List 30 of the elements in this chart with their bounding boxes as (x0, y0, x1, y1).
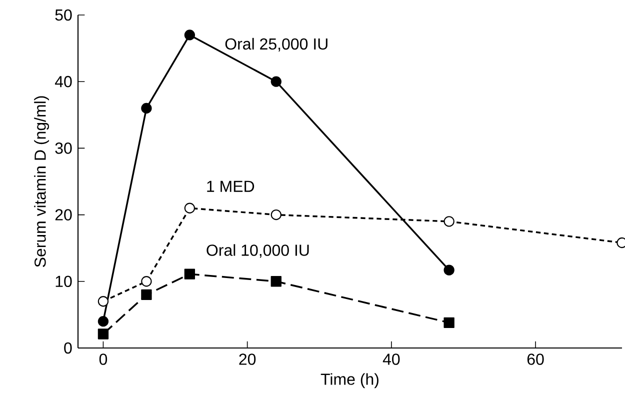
point (184, 30, 196, 40)
point (444, 216, 454, 227)
point (184, 202, 196, 214)
point (270, 76, 282, 87)
point (184, 268, 196, 280)
x-axis-title: Time (h) (320, 373, 378, 388)
point (270, 209, 282, 220)
y-tick-label: 20 (55, 209, 72, 220)
series-label: 1 MED (207, 180, 254, 192)
point (444, 317, 454, 328)
y-tick-label: 40 (54, 76, 72, 88)
point (270, 276, 282, 287)
x-tick-label: 0 (99, 354, 108, 365)
point (141, 102, 152, 114)
point (98, 296, 109, 307)
point (98, 328, 109, 340)
point (444, 264, 454, 276)
x-tick-label: 40 (382, 354, 400, 365)
y-tick-label: 30 (55, 142, 72, 154)
x-tick-label: 60 (527, 354, 544, 365)
x-tick-label: 20 (239, 354, 256, 365)
y-axis-title: Serum vitamin D (ng/ml) (34, 96, 50, 267)
point (141, 289, 152, 300)
series-label: Oral 10,000 IU (206, 244, 309, 258)
point (141, 276, 152, 287)
y-tick-label: 10 (56, 276, 72, 288)
y-tick-label: 50 (55, 9, 72, 21)
y-tick-label: 0 (64, 342, 72, 354)
point (98, 316, 109, 327)
series-label: Oral 25,000 IU (225, 38, 328, 52)
